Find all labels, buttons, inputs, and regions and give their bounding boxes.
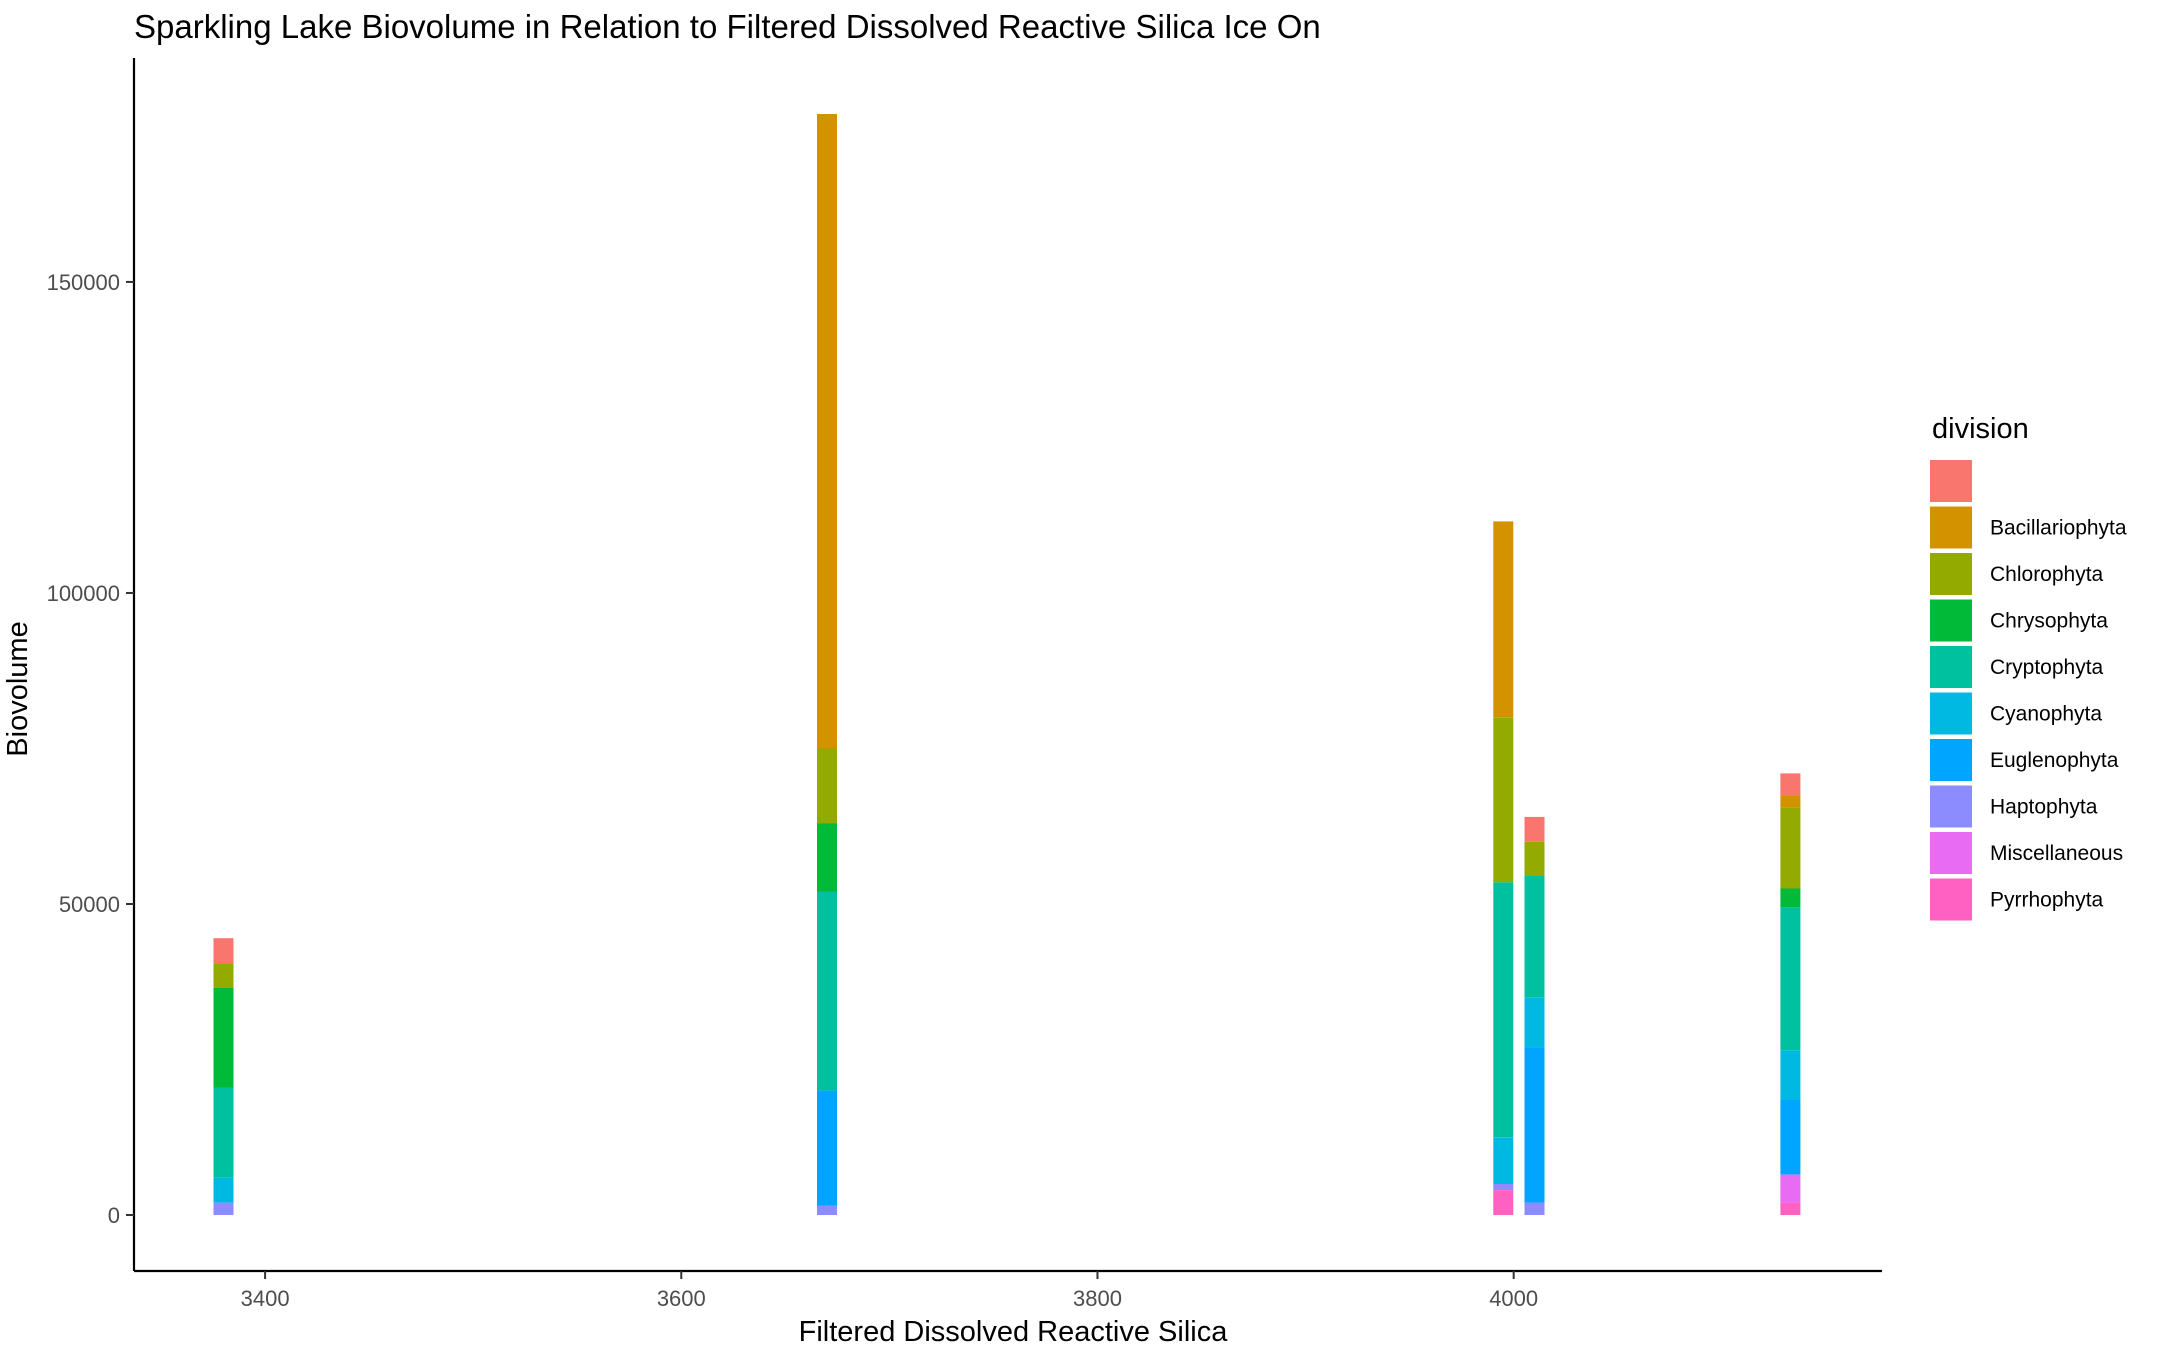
bar-segment — [213, 1202, 234, 1215]
bar-segment — [1780, 888, 1801, 908]
bar-segment — [1780, 907, 1801, 1051]
legend-key — [1930, 785, 1972, 828]
legend: division Bacillariophyta Chlorophyta Chrys… — [1930, 413, 2127, 921]
bar-segment — [1780, 1174, 1801, 1203]
bar-stack — [213, 938, 234, 1215]
legend-key — [1930, 832, 1972, 874]
bar-segment — [213, 1087, 234, 1178]
x-tick-label: 4000 — [1489, 1286, 1538, 1311]
bar-segment — [817, 114, 837, 749]
bar-segment — [817, 823, 837, 892]
bar-segment — [213, 938, 234, 964]
x-tick-label: 3800 — [1073, 1286, 1122, 1311]
bar-segment — [213, 988, 234, 1088]
bar-stack — [1524, 816, 1545, 1215]
legend-label: Bacillariophyta — [1990, 517, 2127, 540]
x-tick-label: 3600 — [657, 1286, 706, 1311]
bar-segment — [1524, 1202, 1545, 1215]
bar-segment — [1493, 1183, 1514, 1191]
legend-key — [1930, 553, 1972, 595]
bar-segment — [1780, 1099, 1801, 1175]
legend-key — [1930, 878, 1972, 921]
legend-label: Haptophyta — [1990, 796, 2098, 819]
legend-key — [1930, 692, 1972, 735]
bar-segment — [1524, 816, 1545, 842]
legend-key — [1930, 646, 1972, 688]
legend-label: Chlorophyta — [1990, 563, 2104, 586]
bar-segment — [213, 1177, 234, 1203]
bar-segment — [1493, 717, 1514, 883]
bar-segment — [817, 748, 837, 824]
x-axis: 3400 3600 3800 4000 — [134, 1269, 1882, 1311]
legend-label: Miscellaneous — [1990, 842, 2123, 865]
legend-key — [1930, 460, 1972, 502]
bar-segment — [1524, 997, 1545, 1048]
bar-segment — [1780, 1050, 1801, 1100]
chart-title: Sparkling Lake Biovolume in Relation to … — [134, 8, 1321, 45]
legend-label: Cryptophyta — [1990, 656, 2104, 679]
bar-stack — [1780, 773, 1801, 1215]
y-tick-label: 50000 — [59, 892, 120, 917]
bar-segment — [817, 1205, 837, 1215]
bar-segment — [1524, 1047, 1545, 1203]
legend-label: Chrysophyta — [1990, 610, 2108, 633]
bar-stack — [1493, 521, 1514, 1215]
bar-segment — [1493, 882, 1514, 1138]
legend-label: Cyanophyta — [1990, 703, 2102, 726]
legend-key — [1930, 599, 1972, 642]
legend-key — [1930, 506, 1972, 549]
legend-title: division — [1932, 413, 2029, 445]
bar-segment — [1493, 521, 1514, 718]
bar-segment — [1780, 807, 1801, 889]
y-tick-label: 100000 — [47, 581, 120, 606]
y-tick-label: 0 — [108, 1203, 120, 1228]
legend-key — [1930, 739, 1972, 781]
x-axis-title: Filtered Dissolved Reactive Silica — [799, 1316, 1229, 1348]
bar-segment — [1780, 1202, 1801, 1215]
plot-area — [213, 114, 1801, 1215]
bar-segment — [817, 1090, 837, 1206]
x-tick-label: 3400 — [241, 1286, 290, 1311]
y-tick-label: 150000 — [47, 270, 120, 295]
legend-label: Pyrrhophyta — [1990, 889, 2104, 912]
bar-segment — [213, 963, 234, 988]
bar-segment — [1493, 1137, 1514, 1184]
y-axis: 0 50000 100000 150000 — [47, 58, 136, 1271]
bar-segment — [1780, 773, 1801, 796]
legend-label: Euglenophyta — [1990, 749, 2119, 772]
bar-segment — [1493, 1190, 1514, 1215]
bar-segment — [1524, 876, 1545, 998]
y-axis-title: Biovolume — [2, 621, 34, 756]
bar-segment — [1780, 795, 1801, 808]
bar-segment — [817, 891, 837, 1091]
bar-segment — [1524, 841, 1545, 876]
bar-stack — [817, 114, 837, 1215]
